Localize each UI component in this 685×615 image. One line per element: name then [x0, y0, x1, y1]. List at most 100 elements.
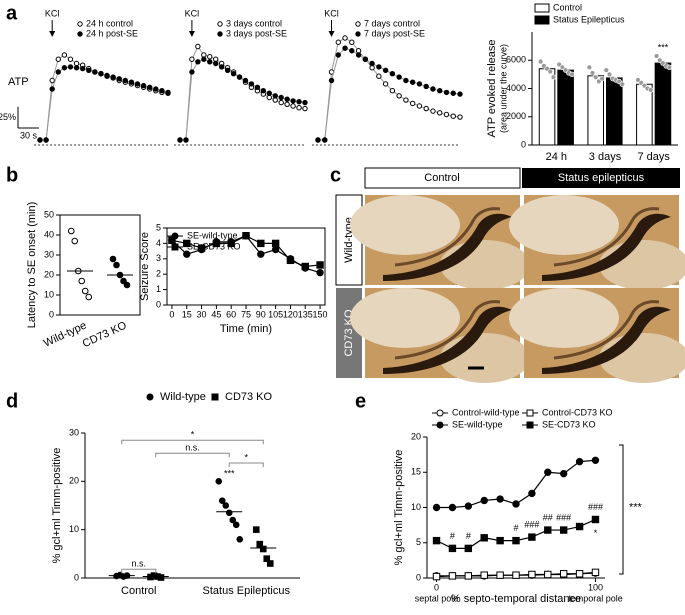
data-point: [496, 536, 504, 545]
legend-symbol: [217, 31, 223, 37]
data-point: [559, 570, 568, 578]
column-header: Control: [424, 172, 459, 184]
data-point: [55, 69, 61, 75]
data-point: [98, 71, 104, 77]
data-point: [195, 59, 201, 65]
data-point: [37, 137, 43, 143]
x-tick-label: 135: [298, 309, 313, 319]
data-point: [260, 88, 267, 94]
x-tick-label: 100: [588, 582, 603, 592]
data-point: [290, 98, 296, 104]
legend-label: SE-wild-type: [452, 419, 503, 429]
data-point: [302, 99, 308, 106]
comparison-label: n.s.: [131, 559, 146, 569]
legend-label: Status Epilepticus: [553, 14, 625, 24]
x-end-label: septal pole: [415, 593, 459, 603]
data-point: [197, 244, 206, 252]
point-annotation: ###: [524, 519, 539, 529]
data-point: [589, 70, 596, 76]
data-point: [437, 110, 443, 116]
y-tick-label: 20: [411, 431, 421, 441]
legend-symbol: [217, 21, 223, 27]
data-point: [201, 52, 207, 58]
data-point: [362, 56, 369, 62]
data-point: [296, 105, 302, 111]
data-point: [227, 239, 235, 248]
legend-symbol: [436, 421, 444, 429]
data-point: [104, 72, 110, 79]
trace-line: [180, 58, 306, 141]
legend-label: 3 days post-SE: [226, 28, 287, 38]
data-point: [480, 534, 488, 542]
legend-label: Control-CD73 KO: [542, 407, 613, 417]
data-point: [586, 64, 593, 71]
y-axis-label: Latency to SE onset (min): [26, 202, 38, 329]
data-point: [416, 103, 423, 109]
legend-symbol: [171, 243, 179, 251]
column-header: Status epilepticus: [558, 172, 645, 184]
data-point: [575, 457, 584, 466]
data-point: [355, 48, 362, 54]
x-tick-label: 24 h: [546, 151, 567, 163]
data-point: [369, 60, 375, 67]
data-point: [480, 571, 488, 579]
data-point: [528, 533, 536, 541]
x-tick-label: CD73 KO: [81, 319, 129, 350]
x-tick-label: 30: [197, 309, 207, 319]
data-point: [349, 39, 355, 45]
data-point: [183, 239, 191, 248]
data-point: [113, 261, 120, 269]
y-tick-label: 30: [44, 249, 54, 259]
bar: [654, 62, 672, 146]
panel-label: b: [6, 164, 18, 186]
scale-bar-label: 30 s: [20, 130, 38, 140]
legend-label: Control: [553, 2, 582, 12]
data-point: [212, 239, 221, 248]
data-point: [189, 56, 195, 62]
data-point: [290, 103, 296, 109]
trace-line: [318, 47, 461, 141]
data-point: [591, 515, 600, 524]
y-tick-label: 1: [156, 284, 161, 294]
y-axis-label-note: (area under the curve): [498, 44, 508, 133]
data-point: [302, 105, 308, 112]
data-point: [67, 64, 74, 70]
data-point: [409, 100, 416, 107]
y-axis-label: % gcl+ml Timm-positive: [393, 450, 405, 566]
data-point: [252, 526, 260, 533]
y-tick-label: 0: [521, 139, 526, 149]
data-point: [559, 469, 568, 478]
y-tick-label: 2000: [506, 111, 526, 121]
significance-label: ***: [629, 501, 643, 513]
data-point: [86, 67, 92, 74]
y-tick-label: 5: [416, 537, 421, 547]
x-tick-label: 60: [226, 309, 236, 319]
data-point: [140, 82, 147, 89]
legend-symbol: [77, 31, 83, 37]
x-tick-label: 45: [211, 309, 221, 319]
y-tick-label: 6000: [506, 55, 526, 65]
column-header-box: [522, 168, 680, 188]
comparison-label: *: [191, 430, 195, 440]
legend-label: SE-CD73 KO: [187, 241, 241, 251]
legend-symbol: [355, 21, 361, 27]
data-point: [153, 86, 159, 92]
data-point: [457, 114, 463, 120]
x-tick-label: Control: [121, 585, 156, 597]
data-point: [316, 261, 324, 269]
data-point: [457, 91, 463, 97]
data-point: [218, 64, 225, 70]
data-point: [423, 83, 429, 90]
point-annotation: #: [466, 531, 471, 541]
data-point: [284, 101, 290, 108]
data-point: [147, 84, 153, 91]
data-point: [73, 65, 80, 71]
arrow-head: [328, 31, 335, 37]
data-point: [575, 522, 584, 531]
data-point: [123, 281, 131, 289]
data-point: [316, 268, 324, 277]
data-point: [322, 137, 328, 143]
data-point: [49, 86, 55, 92]
point-annotation: ###: [556, 512, 571, 522]
y-tick-label: 40: [44, 229, 54, 239]
